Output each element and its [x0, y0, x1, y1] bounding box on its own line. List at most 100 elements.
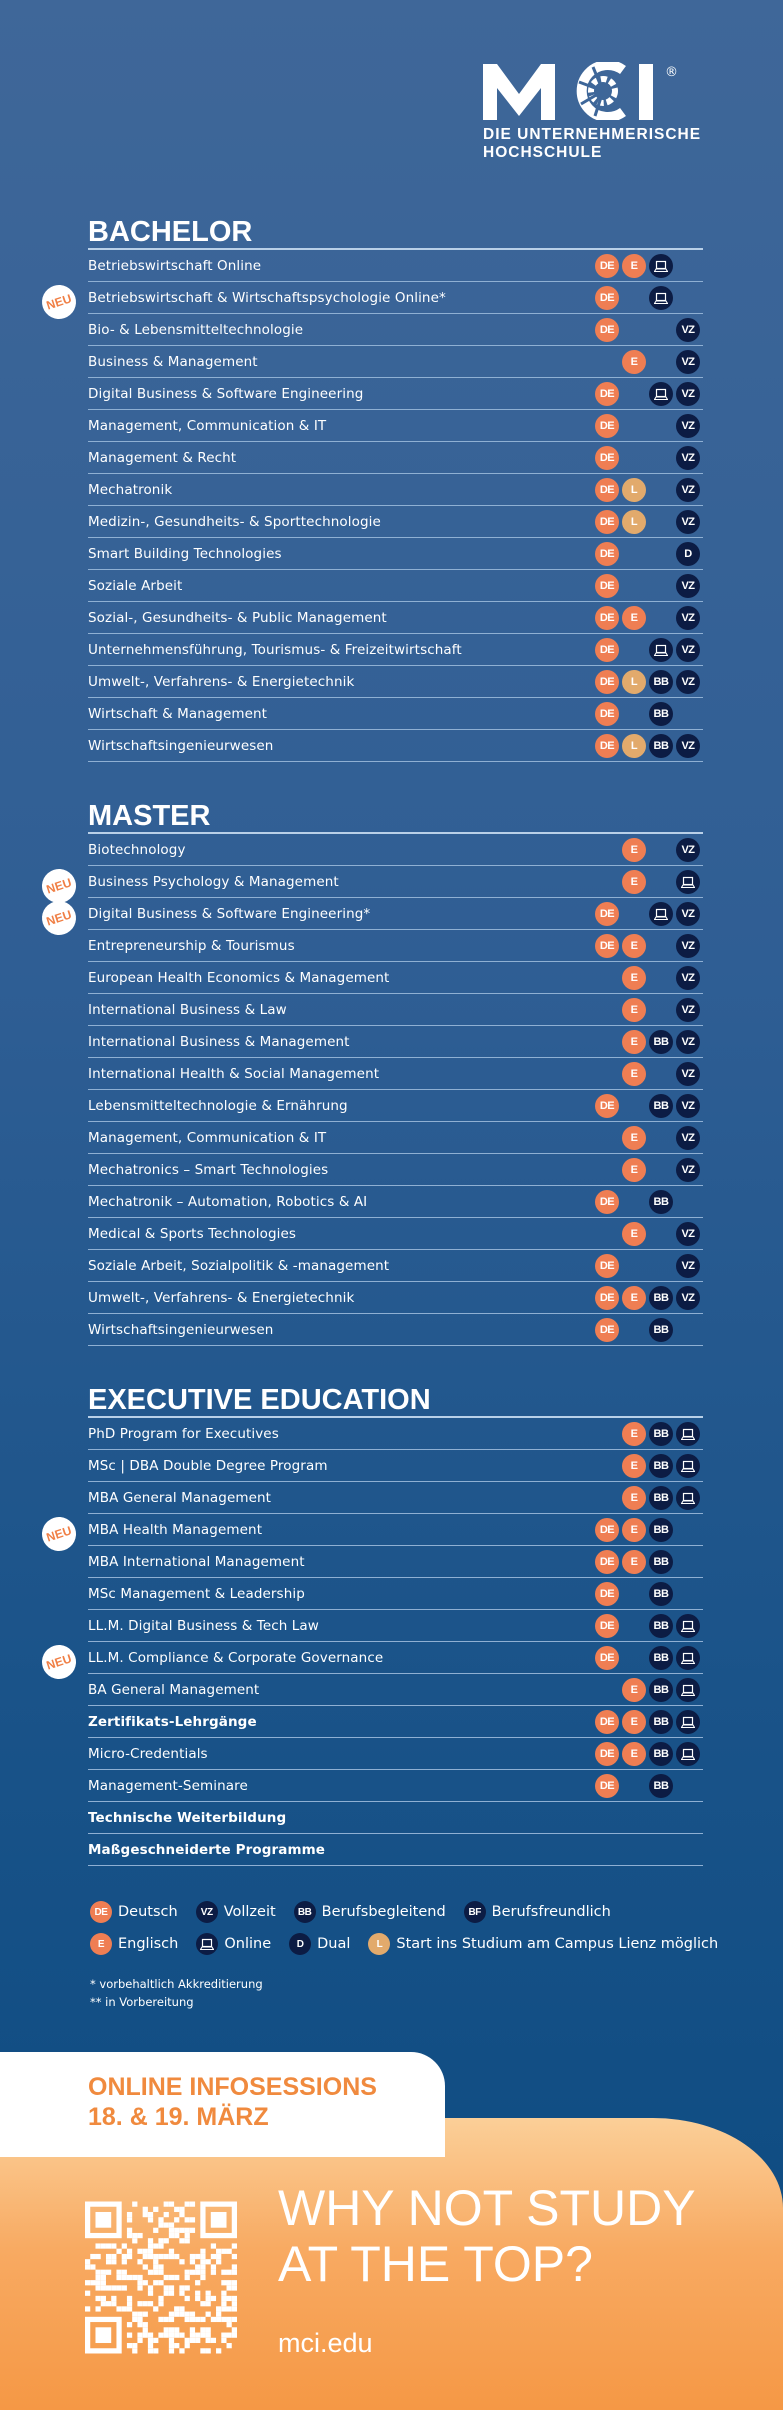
- berufsbegleitend-badge: BB: [649, 1518, 673, 1542]
- program-row[interactable]: NEU Betriebswirtschaft & Wirtschaftspsych…: [37, 280, 703, 324]
- vollzeit-badge: VZ: [676, 574, 700, 598]
- legend-item: Online: [196, 1933, 271, 1955]
- program-row[interactable]: Soziale Arbeit DE VZ: [88, 570, 703, 602]
- mci-logo: ® DIE UNTERNEHMERISCHE HOCHSCHULE: [483, 62, 723, 162]
- program-row[interactable]: Micro-Credentials DE E BB: [88, 1738, 703, 1770]
- online-laptop-icon: [676, 1422, 700, 1446]
- deutsch-badge: DE: [595, 254, 619, 278]
- program-badges: E BB: [595, 1454, 703, 1478]
- program-name: Wirtschaftsingenieurwesen: [88, 737, 274, 754]
- section-title: BACHELOR: [88, 214, 703, 250]
- program-row[interactable]: MBA General Management E BB: [88, 1482, 703, 1514]
- program-row[interactable]: Technische Weiterbildung: [88, 1802, 703, 1834]
- program-row[interactable]: Medical & Sports Technologies E VZ: [88, 1218, 703, 1250]
- executive-education-section: EXECUTIVE EDUCATION PhD Program for Execu…: [37, 1382, 703, 1866]
- deutsch-badge: DE: [90, 1901, 112, 1923]
- infosessions-box[interactable]: ONLINE INFOSESSIONS 18. & 19. MÄRZ: [0, 2052, 445, 2157]
- program-row[interactable]: NEU MBA Health Management DE E BB: [37, 1512, 703, 1556]
- deutsch-badge: DE: [595, 902, 619, 926]
- logo-mark: ®: [483, 62, 723, 120]
- program-row[interactable]: Wirtschaftsingenieurwesen DE BB: [88, 1314, 703, 1346]
- berufsbegleitend-badge: BB: [649, 1486, 673, 1510]
- vollzeit-badge: VZ: [676, 318, 700, 342]
- program-row[interactable]: Management-Seminare DE BB: [88, 1770, 703, 1802]
- website-link[interactable]: mci.edu: [278, 2328, 373, 2358]
- program-row[interactable]: MBA International Management DE E BB: [88, 1546, 703, 1578]
- program-row[interactable]: Wirtschaft & Management DE BB: [88, 698, 703, 730]
- neu-badge: NEU: [37, 896, 81, 940]
- program-row[interactable]: NEU LL.M. Compliance & Corporate Governan…: [37, 1640, 703, 1684]
- program-row[interactable]: International Business & Management E BB VZ: [88, 1026, 703, 1058]
- program-name: Sozial-, Gesundheits- & Public Managemen…: [88, 609, 387, 626]
- deutsch-badge: DE: [595, 606, 619, 630]
- program-name: Smart Building Technologies: [88, 545, 282, 562]
- program-row[interactable]: NEU Business Psychology & Management E: [37, 864, 703, 908]
- program-row[interactable]: Mechatronik DE L VZ: [88, 474, 703, 506]
- program-row[interactable]: Zertifikats-Lehrgänge DE E BB: [88, 1706, 703, 1738]
- program-name: MSc | DBA Double Degree Program: [88, 1457, 328, 1474]
- program-row[interactable]: Umwelt-, Verfahrens- & Energietechnik DE L…: [88, 666, 703, 698]
- vollzeit-badge: VZ: [676, 606, 700, 630]
- program-row[interactable]: Umwelt-, Verfahrens- & Energietechnik DE E…: [88, 1282, 703, 1314]
- program-row[interactable]: Biotechnology E VZ: [88, 834, 703, 866]
- program-badges: [595, 1838, 703, 1862]
- program-row[interactable]: Soziale Arbeit, Sozialpolitik & -managem…: [88, 1250, 703, 1282]
- program-row[interactable]: Business & Management E VZ: [88, 346, 703, 378]
- legend-label: Start ins Studium am Campus Lienz möglic…: [396, 1936, 719, 1952]
- program-row[interactable]: Mechatronik – Automation, Robotics & AI D…: [88, 1186, 703, 1218]
- qr-code[interactable]: [85, 2200, 237, 2355]
- program-row[interactable]: Lebensmitteltechnologie & Ernährung DE BB V…: [88, 1090, 703, 1122]
- neu-badge: NEU: [37, 280, 81, 324]
- deutsch-badge: DE: [595, 1190, 619, 1214]
- program-badges: E: [595, 870, 703, 894]
- program-row[interactable]: Digital Business & Software Engineering D…: [88, 378, 703, 410]
- program-badges: [595, 1806, 703, 1830]
- englisch-badge: E: [622, 1678, 646, 1702]
- program-row[interactable]: European Health Economics & Management E V…: [88, 962, 703, 994]
- program-row[interactable]: Unternehmensführung, Tourismus- & Freize…: [88, 634, 703, 666]
- program-row[interactable]: Management, Communication & IT DE VZ: [88, 410, 703, 442]
- program-name: Biotechnology: [88, 841, 186, 858]
- program-row[interactable]: LL.M. Digital Business & Tech Law DE BB: [88, 1610, 703, 1642]
- legend-label: Berufsbegleitend: [321, 1904, 446, 1920]
- berufsbegleitend-badge: BB: [649, 1710, 673, 1734]
- program-row[interactable]: MSc Management & Leadership DE BB: [88, 1578, 703, 1610]
- deutsch-badge: DE: [595, 1582, 619, 1606]
- berufsbegleitend-badge: BB: [649, 1454, 673, 1478]
- program-row[interactable]: Management & Recht DE VZ: [88, 442, 703, 474]
- online-laptop-icon: [676, 1710, 700, 1734]
- program-row[interactable]: International Business & Law E VZ: [88, 994, 703, 1026]
- program-row[interactable]: Bio- & Lebensmitteltechnologie DE VZ: [88, 314, 703, 346]
- program-badges: DE VZ: [595, 318, 703, 342]
- englisch-badge: E: [622, 1030, 646, 1054]
- program-row[interactable]: NEU Digital Business & Software Engineeri…: [37, 896, 703, 940]
- program-row[interactable]: International Health & Social Management…: [88, 1058, 703, 1090]
- program-row[interactable]: BA General Management E BB: [88, 1674, 703, 1706]
- vollzeit-badge: VZ: [676, 1222, 700, 1246]
- program-row[interactable]: Sozial-, Gesundheits- & Public Managemen…: [88, 602, 703, 634]
- deutsch-badge: DE: [595, 1318, 619, 1342]
- program-row[interactable]: Maßgeschneiderte Programme: [88, 1834, 703, 1866]
- dual-badge: D: [289, 1933, 312, 1955]
- program-row[interactable]: PhD Program for Executives E BB: [88, 1418, 703, 1450]
- deutsch-badge: DE: [595, 414, 619, 438]
- program-row[interactable]: Betriebswirtschaft Online DE E: [88, 250, 703, 282]
- vollzeit-badge: VZ: [676, 1286, 700, 1310]
- program-row[interactable]: Management, Communication & IT E VZ: [88, 1122, 703, 1154]
- program-row[interactable]: MSc | DBA Double Degree Program E BB: [88, 1450, 703, 1482]
- program-row[interactable]: Wirtschaftsingenieurwesen DE L BB VZ: [88, 730, 703, 762]
- lienz-badge: L: [622, 510, 646, 534]
- program-name: Medical & Sports Technologies: [88, 1225, 297, 1242]
- program-name: International Business & Law: [88, 1001, 287, 1018]
- online-laptop-icon: [676, 1678, 700, 1702]
- program-row[interactable]: Smart Building Technologies DE D: [88, 538, 703, 570]
- program-badges: DE VZ: [595, 446, 703, 470]
- deutsch-badge: DE: [595, 934, 619, 958]
- program-row[interactable]: Entrepreneurship & Tourismus DE E VZ: [88, 930, 703, 962]
- program-row[interactable]: Mechatronics – Smart Technologies E VZ: [88, 1154, 703, 1186]
- berufsbegleitend-badge: BB: [649, 1190, 673, 1214]
- program-badges: DE BB: [595, 1614, 703, 1638]
- program-badges: DE VZ: [595, 574, 703, 598]
- legend-row: E Englisch Online D Dual L Start ins Studium a…: [90, 1928, 736, 1960]
- program-row[interactable]: Medizin-, Gesundheits- & Sporttechnologi…: [88, 506, 703, 538]
